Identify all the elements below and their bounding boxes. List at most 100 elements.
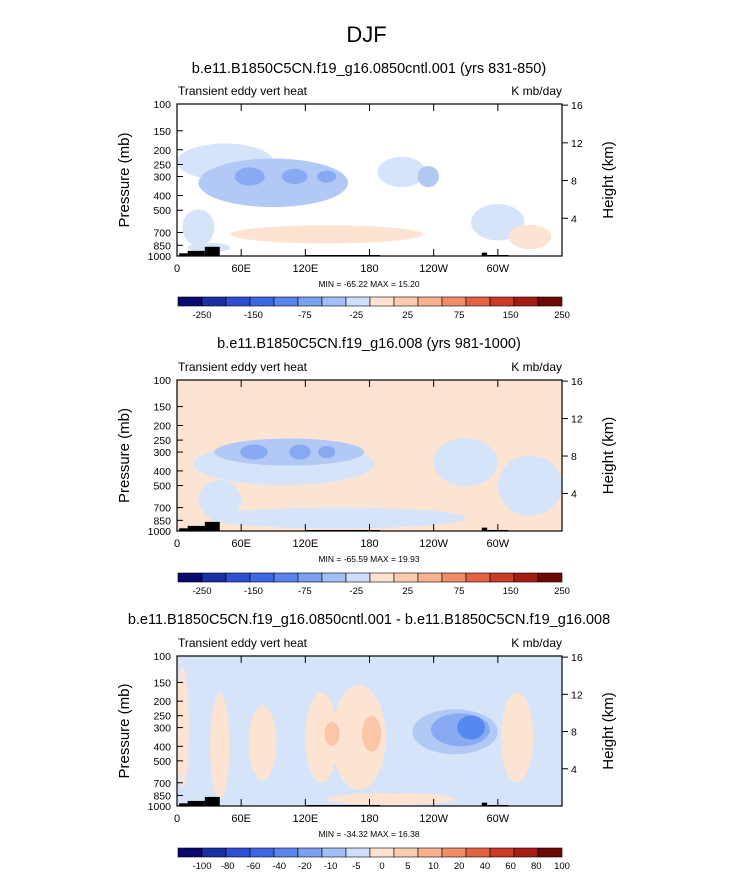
y-axis-title-right: Height (km) <box>600 417 617 495</box>
y-tick-label: 700 <box>153 503 171 515</box>
contour-region <box>417 165 440 188</box>
colorbar-box <box>513 847 539 858</box>
y-tick-label: 850 <box>153 790 171 802</box>
x-tick-label: 0 <box>174 263 180 275</box>
colorbar-box <box>465 847 491 858</box>
topography-mask <box>481 527 488 531</box>
y-tick-label: 500 <box>153 756 171 768</box>
chart-left-label: Transient eddy vert heat <box>178 84 308 98</box>
contour-region <box>317 170 337 183</box>
colorbar-box <box>489 572 515 583</box>
contour-region <box>332 685 386 791</box>
colorbar-label: 75 <box>454 310 465 321</box>
colorbar-box <box>321 847 347 858</box>
colorbar-label: -25 <box>349 310 363 321</box>
colorbar-box <box>249 572 275 583</box>
y-tick-label: 200 <box>153 420 171 432</box>
y-tick-label: 1000 <box>148 526 172 538</box>
colorbar-box <box>273 296 299 307</box>
x-tick-label: 60E <box>231 263 251 275</box>
colorbar-label: -75 <box>298 586 312 597</box>
colorbar: -250 -150 -75 -25 25 75 150 250 <box>177 572 570 597</box>
y-tick-label: 400 <box>153 191 171 203</box>
chart-left-label: Transient eddy vert heat <box>178 360 308 374</box>
contour-region <box>305 692 338 783</box>
colorbar-box <box>321 296 347 307</box>
chart-units-label: K mb/day <box>511 360 562 374</box>
colorbar-box <box>489 296 515 307</box>
colorbar-box <box>369 572 395 583</box>
topography-mask <box>179 528 188 531</box>
x-tick-label: 60E <box>231 538 251 550</box>
x-tick-label: 180 <box>360 263 378 275</box>
topography-mask <box>179 803 188 806</box>
y-tick-label: 300 <box>153 172 171 184</box>
colorbar-box <box>225 572 251 583</box>
colorbar-box <box>177 296 203 307</box>
contour-region <box>326 793 456 806</box>
colorbar-label: -100 <box>192 861 211 872</box>
colorbar-box <box>345 296 371 307</box>
y-tick-label: 100 <box>153 651 171 663</box>
y-tick-label: 200 <box>153 696 171 708</box>
colorbar-label: -25 <box>349 586 363 597</box>
topography-mask <box>481 252 488 256</box>
colorbar-box <box>465 572 491 583</box>
y-axis-title: Pressure (mb) <box>116 132 133 227</box>
chart-units-label: K mb/day <box>511 84 562 98</box>
y-tick-label: 1000 <box>148 251 172 263</box>
x-tick-label: 120E <box>292 263 318 275</box>
chart-title: b.e11.B1850C5CN.f19_g16.0850cntl.001 (yr… <box>192 61 546 77</box>
y-tick-label: 1000 <box>148 801 172 813</box>
colorbar-box <box>465 296 491 307</box>
colorbar-label: -40 <box>272 861 286 872</box>
height-tick-label: 12 <box>571 138 583 150</box>
y-tick-label: 100 <box>153 375 171 387</box>
contour-region <box>457 715 485 740</box>
colorbar-label: -10 <box>324 861 338 872</box>
colorbar-label: 100 <box>554 861 570 872</box>
contour-region <box>210 693 230 799</box>
contour-region <box>240 444 268 460</box>
colorbar-label: -75 <box>298 310 312 321</box>
topography-mask <box>204 246 220 256</box>
colorbar-box <box>201 296 227 307</box>
y-tick-label: 400 <box>153 466 171 478</box>
chart-title: b.e11.B1850C5CN.f19_g16.008 (yrs 981-100… <box>217 336 521 352</box>
contour-region <box>198 480 242 520</box>
colorbar-label: -250 <box>192 310 211 321</box>
colorbar-label: 80 <box>531 861 542 872</box>
colorbar-label: 150 <box>503 310 519 321</box>
x-tick-label: 180 <box>360 538 378 550</box>
contour-field <box>177 380 562 531</box>
y-tick-label: 200 <box>153 145 171 157</box>
height-tick-label: 8 <box>571 176 577 188</box>
colorbar-box <box>513 572 539 583</box>
colorbar-label: -60 <box>247 861 261 872</box>
contour-field <box>177 656 562 806</box>
colorbar-box <box>249 847 275 858</box>
chart-panel-1: b.e11.B1850C5CN.f19_g16.0850cntl.001 (yr… <box>116 61 617 321</box>
colorbar-box <box>345 572 371 583</box>
contour-region <box>248 705 277 781</box>
contour-region <box>501 692 534 783</box>
contour-region <box>433 437 498 487</box>
colorbar-label: 60 <box>505 861 516 872</box>
topography-mask <box>187 800 205 806</box>
contour-region <box>209 507 466 529</box>
y-tick-label: 250 <box>153 435 171 447</box>
y-tick-label: 250 <box>153 711 171 723</box>
y-tick-label: 300 <box>153 723 171 735</box>
contour-field <box>177 104 562 256</box>
colorbar-box <box>201 572 227 583</box>
colorbar-box <box>513 296 539 307</box>
height-tick-label: 12 <box>571 689 583 701</box>
y-tick-label: 100 <box>153 99 171 111</box>
x-tick-label: 0 <box>174 538 180 550</box>
colorbar-box <box>273 572 299 583</box>
contour-region <box>289 444 311 460</box>
height-tick-label: 16 <box>571 652 583 664</box>
colorbar-box <box>201 847 227 858</box>
